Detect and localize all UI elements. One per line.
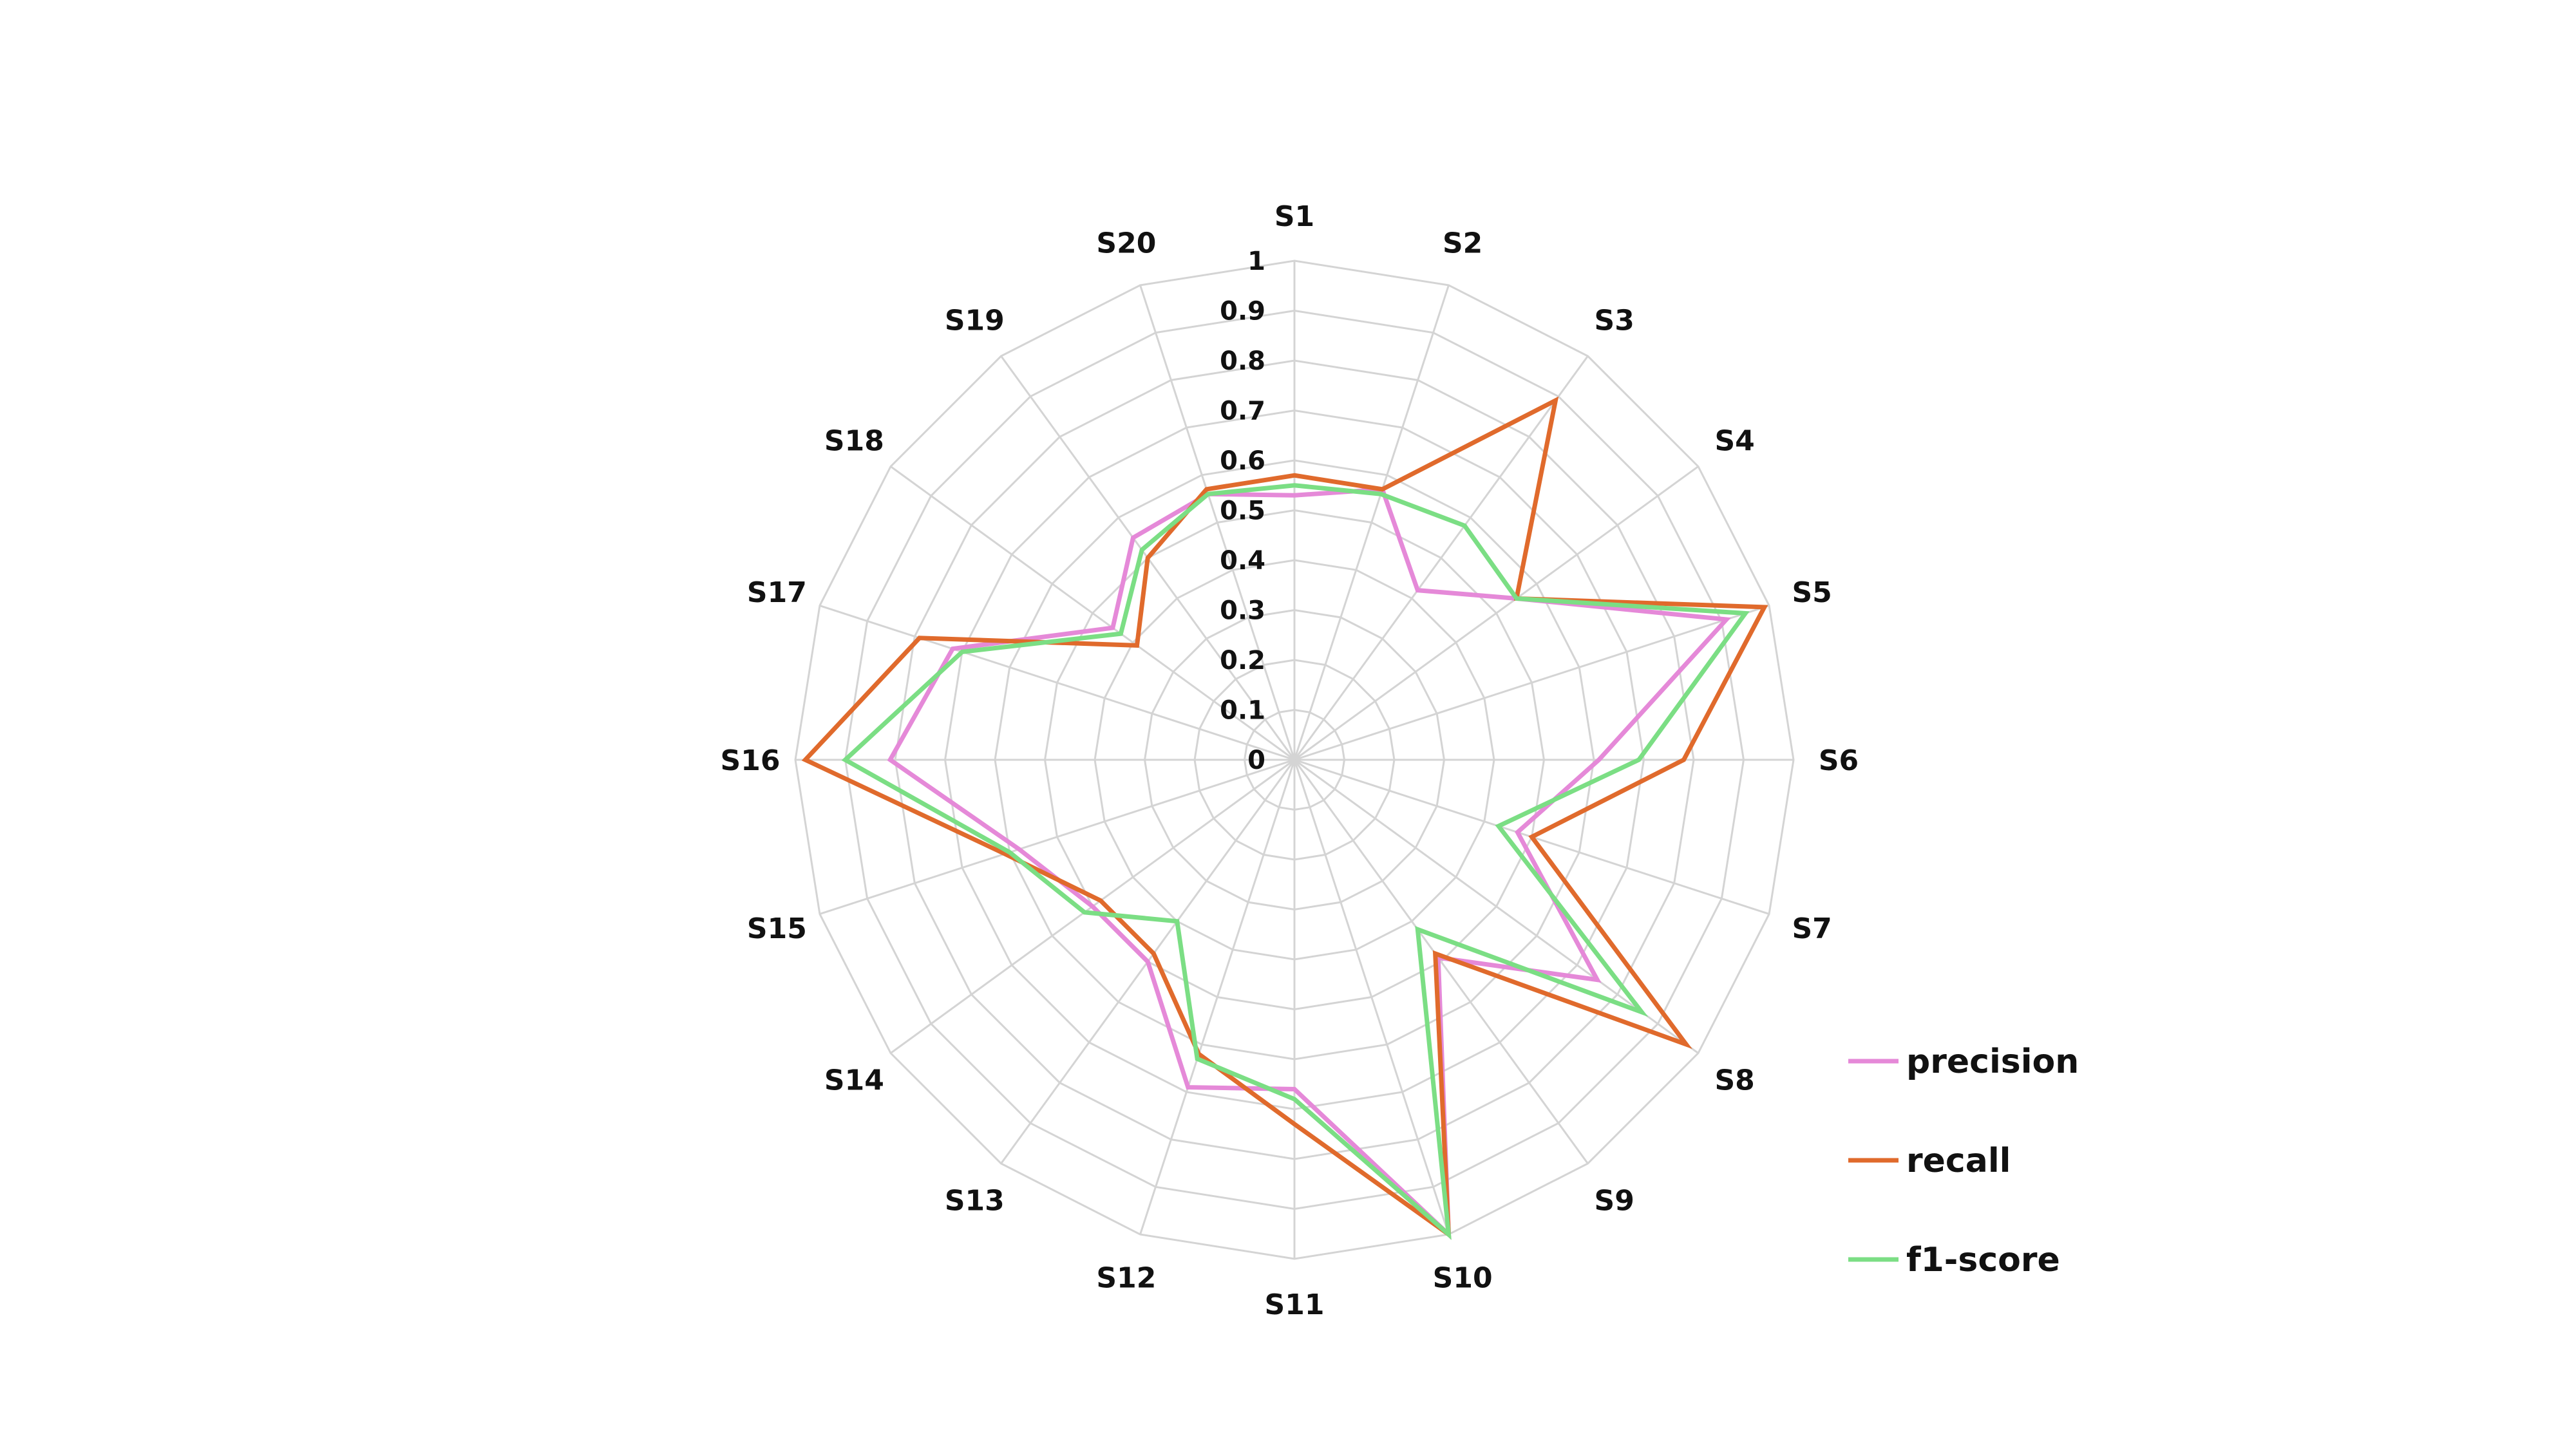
radial-tick-label: 0.3 bbox=[1220, 596, 1265, 626]
radial-tick-label: 0.8 bbox=[1220, 346, 1265, 376]
radial-tick-label: 0 bbox=[1247, 746, 1265, 775]
category-label: S19 bbox=[945, 304, 1005, 337]
category-label: S3 bbox=[1595, 304, 1634, 337]
radial-tick-label: 0.6 bbox=[1220, 446, 1265, 476]
grid-spoke bbox=[819, 605, 1295, 761]
grid-spoke bbox=[1294, 759, 1699, 1054]
radial-tick-label: 0.2 bbox=[1220, 646, 1265, 675]
grid-spoke bbox=[1139, 285, 1296, 760]
legend: precision recall f1-score bbox=[1848, 1042, 2079, 1279]
category-label: S10 bbox=[1433, 1262, 1493, 1295]
radial-tick-label: 0.5 bbox=[1220, 496, 1265, 526]
category-label: S17 bbox=[747, 576, 807, 609]
category-label: S2 bbox=[1443, 227, 1482, 259]
category-label: S7 bbox=[1792, 912, 1832, 945]
legend-label: f1-score bbox=[1906, 1241, 2060, 1279]
grid-spoke bbox=[1294, 605, 1770, 761]
grid-spoke bbox=[1293, 355, 1589, 760]
series-line-recall bbox=[801, 396, 1768, 1240]
legend-label: recall bbox=[1906, 1142, 2011, 1180]
category-label: S6 bbox=[1819, 744, 1859, 777]
radar-grid bbox=[794, 259, 1795, 1260]
grid-spoke bbox=[1293, 285, 1450, 760]
category-label: S13 bbox=[945, 1185, 1005, 1218]
radial-tick-label: 0.1 bbox=[1220, 696, 1265, 726]
category-label: S4 bbox=[1714, 424, 1754, 457]
category-label: S5 bbox=[1792, 576, 1832, 609]
radial-axis-ticks: 0 0.1 0.2 0.3 0.4 0.5 0.6 0.7 0.8 0.9 1 bbox=[1220, 247, 1265, 775]
legend-label: precision bbox=[1906, 1042, 2079, 1081]
series-lines bbox=[801, 396, 1768, 1240]
radial-tick-label: 0.9 bbox=[1220, 297, 1265, 326]
grid-spoke bbox=[890, 466, 1295, 761]
grid-spoke bbox=[1293, 759, 1589, 1164]
category-label: S16 bbox=[721, 744, 781, 777]
category-label: S20 bbox=[1096, 227, 1156, 259]
grid-spoke bbox=[1294, 466, 1699, 761]
category-label: S12 bbox=[1096, 1262, 1156, 1295]
category-label: S1 bbox=[1274, 200, 1314, 233]
series-line-f1-score bbox=[841, 483, 1750, 1240]
category-label: S18 bbox=[824, 424, 884, 457]
radial-tick-label: 0.4 bbox=[1220, 546, 1265, 576]
category-label: S15 bbox=[747, 912, 807, 945]
grid-spoke bbox=[1293, 759, 1450, 1235]
radial-tick-label: 0.7 bbox=[1220, 397, 1265, 426]
category-label: S14 bbox=[824, 1064, 884, 1097]
grid-spoke bbox=[819, 759, 1295, 915]
radial-tick-label: 1 bbox=[1247, 247, 1265, 276]
category-label: S8 bbox=[1714, 1064, 1754, 1097]
category-labels: S1 S2 S3 S4 S5 S6 S7 S8 S9 S10 S11 S12 S13 S14 S15 S16 S… bbox=[721, 200, 1859, 1321]
category-label: S9 bbox=[1595, 1185, 1634, 1218]
series-line-precision bbox=[887, 487, 1731, 1240]
grid-spoke bbox=[1139, 759, 1296, 1235]
category-label: S11 bbox=[1265, 1288, 1325, 1321]
